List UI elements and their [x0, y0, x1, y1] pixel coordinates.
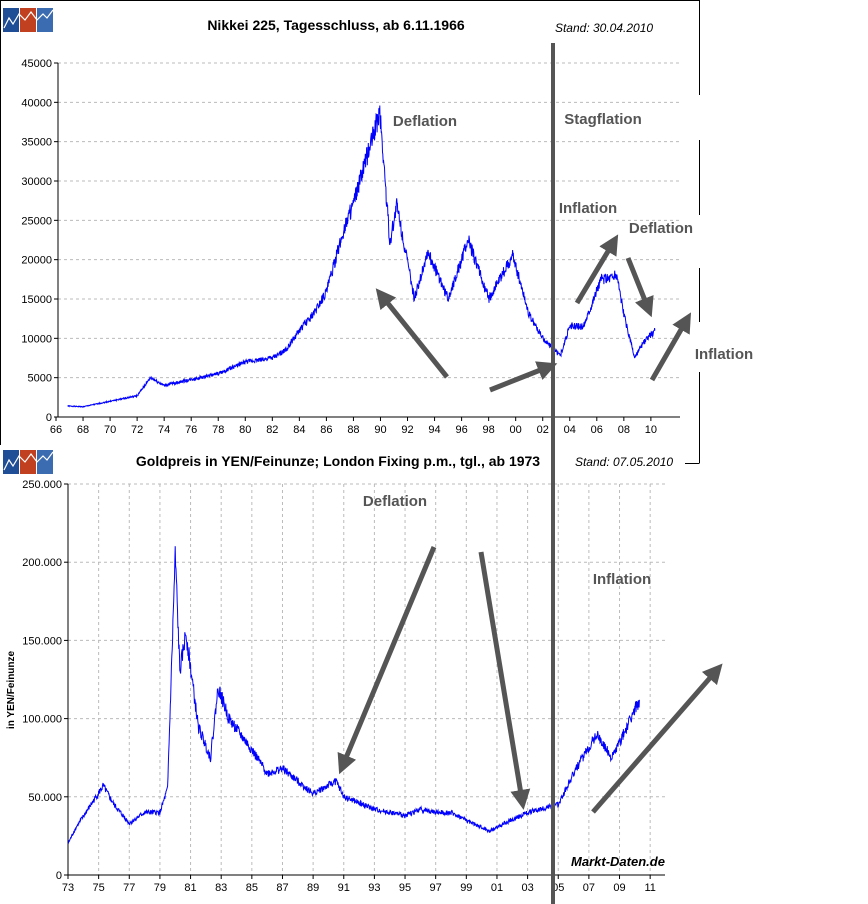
x-tick-label: 81	[184, 882, 196, 894]
arrow	[625, 257, 654, 318]
x-tick-label: 04	[564, 424, 576, 436]
x-tick-label: 01	[491, 882, 503, 894]
nikkei-chart: 0 5000 10000 15000 20000 25000 30000 35000 40000…	[21, 58, 680, 436]
top-frame	[0, 0, 700, 464]
y-tick-label: 35000	[21, 137, 52, 149]
y-tick-label: 250.000	[22, 479, 62, 491]
x-tick-label: 70	[104, 424, 116, 436]
logo-top	[3, 8, 54, 32]
x-tick-label: 68	[77, 424, 89, 436]
x-tick-label: 90	[374, 424, 386, 436]
x-tick-label: 96	[455, 424, 467, 436]
x-tick-label: 09	[613, 882, 625, 894]
x-tick-label: 84	[293, 424, 305, 436]
annotation-inflation: Inflation	[695, 346, 753, 363]
y-tick-label: 0	[56, 870, 62, 882]
annotation-deflation: Deflation	[363, 493, 427, 510]
x-tick-label: 05	[552, 882, 564, 894]
x-tick-label: 08	[618, 424, 630, 436]
y-tick-label: 150.000	[22, 635, 62, 647]
arrow	[337, 546, 437, 775]
y-tick-label: 10000	[21, 333, 52, 345]
x-tick-label: 78	[212, 424, 224, 436]
annotation-deflation: Deflation	[393, 113, 457, 130]
logo-bottom	[3, 450, 54, 474]
y-tick-label: 20000	[21, 255, 52, 267]
x-tick-label: 02	[537, 424, 549, 436]
x-tick-label: 10	[645, 424, 657, 436]
x-tick-label: 93	[368, 882, 380, 894]
arrow	[591, 663, 723, 814]
x-tick-label: 97	[430, 882, 442, 894]
x-tick-label: 72	[131, 424, 143, 436]
annotation-inflation: Inflation	[559, 200, 617, 217]
top-chart-stand: Stand: 30.04.2010	[555, 21, 653, 35]
y-tick-label: 0	[46, 412, 52, 424]
y-tick-label: 25000	[21, 215, 52, 227]
annotation-stagflation: Stagflation	[564, 111, 642, 128]
x-tick-label: 95	[399, 882, 411, 894]
x-tick-label: 80	[239, 424, 251, 436]
annotation-deflation: Deflation	[629, 220, 693, 237]
x-tick-label: 11	[644, 882, 655, 894]
x-tick-label: 74	[158, 424, 170, 436]
arrow	[649, 312, 691, 382]
x-tick-label: 99	[460, 882, 472, 894]
arrow	[489, 361, 558, 393]
x-tick-label: 07	[583, 882, 595, 894]
x-tick-label: 98	[483, 424, 495, 436]
y-tick-label: 100.000	[22, 714, 62, 726]
x-tick-label: 94	[428, 424, 440, 436]
y-tick-label: 15000	[21, 294, 52, 306]
x-tick-label: 73	[62, 882, 74, 894]
x-tick-label: 86	[320, 424, 332, 436]
x-tick-label: 85	[246, 882, 258, 894]
x-tick-label: 00	[510, 424, 522, 436]
y-tick-label: 30000	[21, 176, 52, 188]
x-tick-label: 03	[521, 882, 533, 894]
x-tick-label: 87	[276, 882, 288, 894]
nikkei-line	[67, 105, 656, 409]
watermark: Markt-Daten.de	[571, 854, 665, 869]
x-tick-label: 92	[401, 424, 413, 436]
x-tick-label: 82	[266, 424, 278, 436]
bottom-y-axis-label: in YEN/Feinunze	[6, 650, 17, 729]
arrow	[375, 288, 449, 379]
x-tick-label: 77	[123, 882, 135, 894]
bottom-chart-title: Goldpreis in YEN/Feinunze; London Fixing…	[136, 453, 540, 469]
x-tick-label: 91	[338, 882, 350, 894]
bottom-chart-stand: Stand: 07.05.2010	[575, 455, 673, 469]
annotation-inflation: Inflation	[593, 571, 651, 588]
x-tick-label: 66	[50, 424, 62, 436]
y-tick-label: 5000	[28, 373, 52, 385]
x-tick-label: 79	[154, 882, 166, 894]
y-tick-label: 40000	[21, 97, 52, 109]
gold-price-line	[67, 546, 640, 844]
y-tick-label: 50.000	[28, 792, 62, 804]
x-tick-label: 88	[347, 424, 359, 436]
x-tick-label: 06	[591, 424, 603, 436]
x-tick-label: 89	[307, 882, 319, 894]
x-tick-label: 83	[215, 882, 227, 894]
top-chart-title: Nikkei 225, Tagesschluss, ab 6.11.1966	[207, 17, 465, 33]
y-tick-label: 200.000	[22, 557, 62, 569]
x-tick-label: 75	[93, 882, 105, 894]
x-tick-label: 76	[185, 424, 197, 436]
y-tick-label: 45000	[21, 58, 52, 70]
arrow	[478, 551, 531, 810]
arrow	[574, 234, 619, 305]
gold-chart: 0 50.000 100.000 150.000 200.000 250.000 73 75 7…	[22, 479, 665, 894]
annotation-arrows	[337, 234, 723, 814]
